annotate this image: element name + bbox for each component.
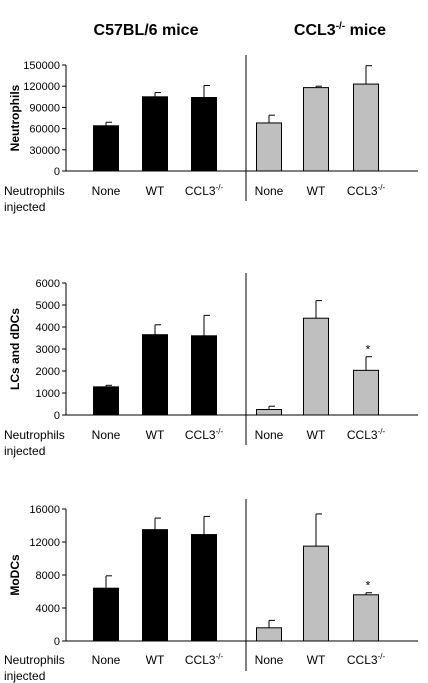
x-category-label: None [92, 653, 121, 667]
y-tick-label: 0 [54, 636, 60, 648]
y-axis-label: Neutrophils [8, 84, 22, 151]
x-category-label: WT [146, 653, 165, 667]
panel-a: 0300006000090000120000150000NeutrophilsN… [4, 55, 418, 214]
x-category-label: None [255, 653, 284, 667]
x-category-label: CCL3-/- [347, 183, 386, 198]
chart-panels: 0300006000090000120000150000NeutrophilsN… [4, 55, 418, 683]
row-label-line1: Neutrophils [4, 653, 65, 667]
y-tick-label: 150000 [23, 60, 60, 72]
row-label-line1: Neutrophils [4, 428, 65, 442]
bar-c57bl6-0 [93, 125, 119, 172]
y-tick-label: 120000 [23, 81, 60, 93]
y-tick-label: 0 [54, 410, 60, 422]
bar-ccl3-2 [353, 594, 379, 642]
y-tick-label: 16000 [29, 504, 60, 516]
bar-ccl3-2 [353, 369, 379, 416]
row-label-line1: Neutrophils [4, 184, 65, 198]
bar-ccl3-1 [303, 317, 329, 416]
x-category-label: CCL3-/- [185, 427, 224, 442]
x-category-label: WT [307, 184, 326, 198]
group-title-c57bl6: C57BL/6 mice [94, 22, 199, 39]
y-tick-label: 12000 [29, 537, 60, 549]
y-tick-label: 6000 [36, 278, 60, 290]
group-title-ccl3: CCL3-/- mice [294, 21, 386, 39]
y-axis-label: MoDCs [8, 554, 22, 596]
x-category-label: CCL3-/- [185, 183, 224, 198]
bar-c57bl6-0 [93, 386, 119, 416]
y-tick-label: 5000 [36, 300, 60, 312]
y-tick-label: 90000 [29, 102, 60, 114]
panel-c: 0 4000 8000 12000 16000 MoDCs None WT CCL3-/- Non… [4, 499, 418, 683]
y-tick-label: 0 [54, 166, 60, 178]
significance-star: * [366, 579, 371, 593]
x-category-label: None [92, 184, 121, 198]
bar-c57bl6-1 [142, 529, 168, 642]
x-category-label: None [92, 428, 121, 442]
bar-ccl3-0 [256, 627, 282, 642]
x-category-label: CCL3-/- [185, 652, 224, 667]
x-category-label: None [255, 184, 284, 198]
row-label-line2: injected [4, 444, 45, 458]
panel-b: 0 1000 2000 3000 4000 5000 6000 LCs and dDCs Non… [4, 273, 418, 458]
bar-c57bl6-1 [142, 96, 168, 172]
y-tick-label: 60000 [29, 124, 60, 136]
bar-c57bl6-1 [142, 334, 168, 416]
bar-c57bl6-2 [191, 335, 217, 416]
x-category-label: WT [307, 428, 326, 442]
y-tick-label: 30000 [29, 145, 60, 157]
significance-star: * [366, 343, 371, 357]
bar-ccl3-2 [353, 83, 379, 172]
x-category-label: None [255, 428, 284, 442]
row-label-line2: injected [4, 200, 45, 214]
x-category-label: CCL3-/- [347, 427, 386, 442]
x-category-label: WT [146, 184, 165, 198]
y-tick-label: 3000 [36, 344, 60, 356]
x-category-label: CCL3-/- [347, 652, 386, 667]
bar-c57bl6-2 [191, 534, 217, 642]
y-axis-label: LCs and dDCs [8, 308, 22, 390]
x-category-label: WT [146, 428, 165, 442]
y-tick-label: 8000 [36, 570, 60, 582]
bar-c57bl6-2 [191, 97, 217, 172]
row-label-line2: injected [4, 669, 45, 683]
y-tick-label: 4000 [36, 603, 60, 615]
bar-ccl3-1 [303, 545, 329, 642]
x-category-label: WT [307, 653, 326, 667]
bar-ccl3-0 [256, 409, 282, 416]
y-tick-label: 4000 [36, 322, 60, 334]
bar-c57bl6-0 [93, 587, 119, 642]
bar-ccl3-1 [303, 87, 329, 172]
y-tick-label: 2000 [36, 366, 60, 378]
y-tick-label: 1000 [36, 388, 60, 400]
bar-ccl3-0 [256, 122, 282, 172]
